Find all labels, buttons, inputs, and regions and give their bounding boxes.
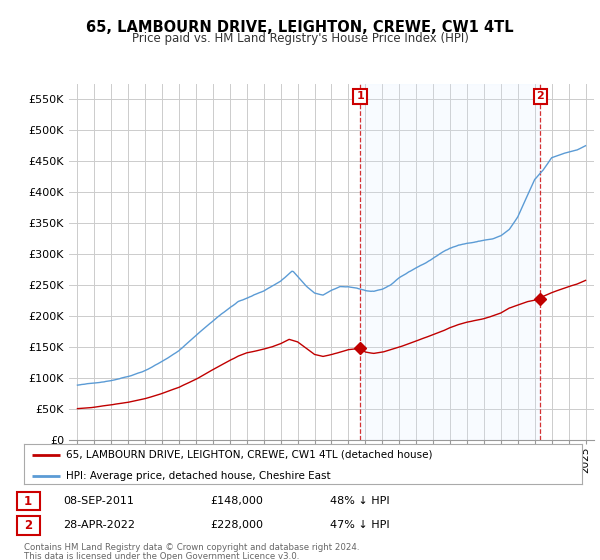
Text: 47% ↓ HPI: 47% ↓ HPI [330, 520, 389, 530]
Text: This data is licensed under the Open Government Licence v3.0.: This data is licensed under the Open Gov… [24, 552, 299, 560]
Text: 48% ↓ HPI: 48% ↓ HPI [330, 496, 389, 506]
Text: 65, LAMBOURN DRIVE, LEIGHTON, CREWE, CW1 4TL (detached house): 65, LAMBOURN DRIVE, LEIGHTON, CREWE, CW1… [66, 450, 433, 460]
Text: 1: 1 [24, 494, 32, 507]
Text: 65, LAMBOURN DRIVE, LEIGHTON, CREWE, CW1 4TL: 65, LAMBOURN DRIVE, LEIGHTON, CREWE, CW1… [86, 20, 514, 35]
Text: £228,000: £228,000 [210, 520, 263, 530]
Text: Contains HM Land Registry data © Crown copyright and database right 2024.: Contains HM Land Registry data © Crown c… [24, 543, 359, 552]
FancyBboxPatch shape [17, 492, 40, 510]
Bar [360, 84, 541, 440]
Text: HPI: Average price, detached house, Cheshire East: HPI: Average price, detached house, Ches… [66, 470, 331, 480]
Text: 2: 2 [24, 519, 32, 532]
Text: 28-APR-2022: 28-APR-2022 [63, 520, 135, 530]
Text: 2: 2 [536, 91, 544, 101]
Text: Price paid vs. HM Land Registry's House Price Index (HPI): Price paid vs. HM Land Registry's House … [131, 32, 469, 45]
FancyBboxPatch shape [17, 516, 40, 535]
Text: 08-SEP-2011: 08-SEP-2011 [63, 496, 134, 506]
Text: 1: 1 [356, 91, 364, 101]
Text: £148,000: £148,000 [210, 496, 263, 506]
